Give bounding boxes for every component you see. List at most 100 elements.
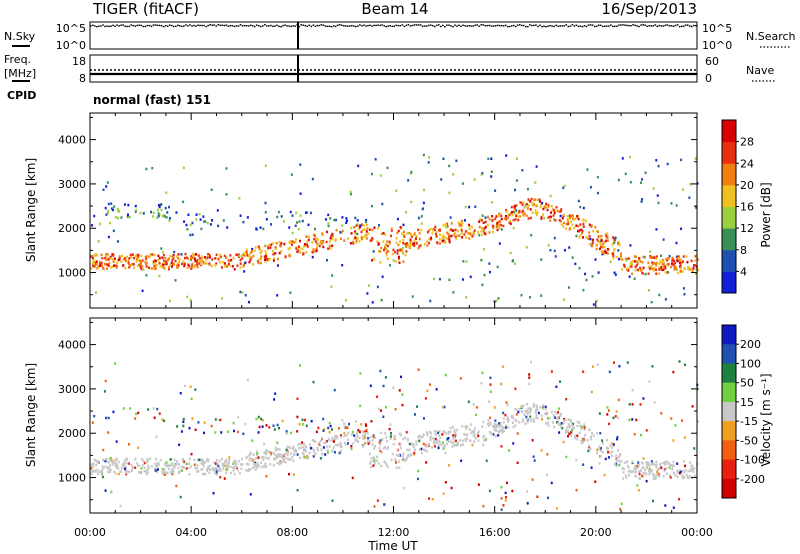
noise-mark	[522, 24, 525, 27]
echo-mark	[173, 458, 176, 462]
echo-mark	[303, 449, 306, 452]
echo-mark	[224, 460, 227, 464]
echo-mark	[663, 460, 666, 464]
echo-mark	[257, 431, 260, 434]
noise-mark	[245, 25, 248, 27]
echo-mark	[300, 441, 303, 444]
echo-mark	[160, 247, 163, 250]
echo-mark	[411, 243, 414, 246]
echo-mark	[295, 221, 298, 224]
noise-mark	[148, 24, 151, 27]
echo-mark	[523, 212, 526, 215]
x-tick-label: 16:00	[479, 526, 511, 539]
echo-mark	[204, 472, 207, 476]
echo-mark	[658, 268, 661, 271]
echo-mark	[606, 252, 609, 255]
echo-mark	[693, 447, 696, 450]
echo-mark	[571, 424, 574, 428]
echo-mark	[127, 259, 130, 262]
echo-mark	[143, 461, 146, 465]
echo-mark	[194, 259, 197, 263]
echo-mark	[564, 431, 567, 434]
noise-mark	[444, 25, 446, 28]
echo-mark	[424, 449, 427, 452]
echo-mark	[263, 451, 266, 455]
echo-mark	[297, 245, 300, 248]
echo-mark	[111, 460, 114, 464]
echo-mark	[356, 433, 359, 437]
noise-mark	[393, 25, 396, 28]
echo-mark	[107, 416, 110, 420]
echo-mark	[619, 257, 622, 260]
noise-mark	[243, 24, 246, 27]
echo-mark	[401, 403, 404, 407]
echo-mark	[92, 261, 95, 264]
noise-mark	[116, 24, 118, 26]
echo-mark	[576, 437, 579, 441]
echo-mark	[549, 194, 552, 198]
echo-mark	[303, 455, 306, 459]
echo-mark	[640, 200, 643, 203]
noise-mark	[201, 24, 203, 27]
echo-mark	[545, 202, 548, 206]
echo-mark	[566, 434, 569, 438]
echo-mark	[163, 261, 166, 265]
echo-mark	[442, 447, 445, 450]
echo-mark	[696, 182, 699, 185]
echo-mark	[630, 263, 633, 266]
echo-mark	[637, 461, 640, 464]
echo-mark	[493, 428, 496, 432]
echo-mark	[637, 489, 640, 492]
echo-mark	[333, 388, 336, 392]
echo-mark	[366, 440, 369, 443]
echo-mark	[458, 222, 461, 226]
echo-mark	[343, 425, 346, 428]
echo-mark	[168, 299, 171, 303]
echo-mark	[681, 419, 684, 422]
noise-mark	[694, 24, 697, 27]
echo-mark	[195, 213, 198, 216]
echo-mark	[628, 275, 631, 278]
cpid-value: normal (fast) 151	[93, 93, 211, 107]
echo-mark	[609, 451, 612, 455]
echo-mark	[244, 422, 247, 426]
echo-mark	[624, 257, 627, 260]
echo-mark	[634, 467, 637, 471]
noise-mark	[128, 25, 131, 28]
echo-mark	[297, 442, 300, 446]
echo-mark	[606, 232, 609, 235]
echo-mark	[362, 430, 365, 433]
echo-mark	[366, 227, 369, 230]
echo-mark	[557, 420, 560, 423]
echo-mark	[683, 470, 686, 474]
echo-mark	[619, 507, 622, 511]
echo-mark	[652, 262, 655, 266]
echo-mark	[674, 474, 677, 477]
echo-mark	[418, 439, 421, 443]
echo-mark	[161, 263, 164, 266]
echo-mark	[603, 251, 606, 255]
echo-mark	[648, 472, 651, 476]
echo-mark	[452, 229, 455, 232]
echo-mark	[115, 457, 118, 461]
echo-mark	[460, 219, 463, 223]
echo-mark	[162, 253, 165, 257]
echo-mark	[633, 433, 636, 436]
echo-mark	[92, 462, 95, 466]
echo-mark	[413, 233, 416, 236]
echo-mark	[596, 363, 599, 367]
echo-mark	[198, 212, 201, 216]
echo-mark	[180, 465, 183, 469]
echo-mark	[438, 227, 441, 231]
echo-mark	[371, 438, 374, 442]
echo-mark	[249, 493, 252, 496]
echo-mark	[406, 232, 409, 235]
echo-mark	[312, 448, 315, 452]
echo-mark	[582, 370, 585, 373]
echo-mark	[527, 217, 530, 220]
echo-mark	[96, 266, 99, 270]
echo-mark	[217, 469, 220, 472]
echo-mark	[156, 407, 159, 411]
noise-mark	[618, 24, 620, 26]
nsearch-tick-bottom: 10^0	[702, 39, 732, 52]
